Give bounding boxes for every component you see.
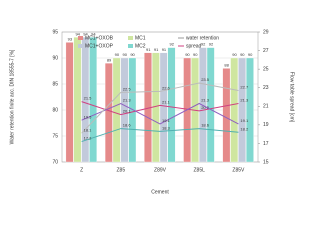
legend-label: MC2 <box>135 43 146 49</box>
bar-value-label: 90 <box>232 52 237 57</box>
legend-label: MC1+OXOP <box>85 43 114 49</box>
bar-value-label: 93 <box>68 36 73 41</box>
y-tick-label: 75 <box>52 133 58 139</box>
spread-label: 19.1 <box>240 118 249 123</box>
legend-label: MC1 <box>135 35 146 41</box>
legend-label: spread <box>186 43 202 49</box>
y-axis-label: Water retention finite acc. DIN 18555-7 … <box>9 49 15 144</box>
spread-label: 20.1 <box>123 109 132 114</box>
spread-line <box>81 128 239 143</box>
x-tick-label: Z85 <box>116 167 125 173</box>
y2-tick-label: 29 <box>263 29 269 35</box>
y-tick-label: 80 <box>52 107 58 113</box>
bar <box>73 37 82 163</box>
chart: Cement Water retention finite acc. DIN 1… <box>9 29 295 196</box>
spread-label: 21.1 <box>162 99 171 104</box>
y2-tick-label: 23 <box>263 85 269 91</box>
y2-tick-label: 15 <box>263 159 269 165</box>
y2-tick-label: 25 <box>263 66 269 72</box>
bar-value-label: 90 <box>193 52 198 57</box>
y-tick-label: 90 <box>52 55 58 61</box>
spread-label: 22.7 <box>240 85 249 90</box>
x-tick-label: Z89V <box>154 167 167 173</box>
spread-label: 18.2 <box>240 126 249 131</box>
bar <box>230 57 239 163</box>
bar <box>206 47 215 163</box>
bar <box>112 57 121 163</box>
y2-tick-label: 17 <box>263 141 269 147</box>
y2-tick-label: 19 <box>263 122 269 128</box>
bar-value-label: 90 <box>122 52 127 57</box>
bar-value-label: 90 <box>248 52 253 57</box>
bar <box>167 47 176 163</box>
spread-label: 21.3 <box>201 98 210 103</box>
legend-swatch <box>128 36 133 40</box>
bar-value-label: 92 <box>209 42 214 47</box>
bar-value-label: 94 <box>83 31 88 36</box>
bar <box>81 37 90 163</box>
spread-label: 21.3 <box>123 98 132 103</box>
spread-label: 21.3 <box>240 98 249 103</box>
bar-value-label: 91 <box>146 47 151 52</box>
bar <box>120 57 129 163</box>
bar-value-label: 91 <box>162 47 167 52</box>
bar-value-label: 89 <box>107 57 112 62</box>
spread-label: 20.5 <box>201 105 210 110</box>
legend-label: MC1+OXOB <box>85 35 114 41</box>
bar-value-label: 92 <box>201 42 206 47</box>
x-tick-label: Z85L <box>193 167 205 173</box>
bar-value-label: 90 <box>115 52 120 57</box>
bar <box>246 57 254 163</box>
spread-label: 22.6 <box>162 85 171 90</box>
spread-label: 18.6 <box>123 123 132 128</box>
y2-tick-label: 21 <box>263 104 269 110</box>
bar-value-label: 94 <box>91 31 96 36</box>
bar-value-label: 90 <box>185 52 190 57</box>
spread-label: 23.5 <box>201 77 210 82</box>
bar-value-label: 88 <box>224 62 229 67</box>
spread-label: 21.5 <box>84 96 93 101</box>
bar-value-label: 94 <box>75 31 80 36</box>
y-tick-label: 85 <box>52 81 58 87</box>
spread-label: 17.2 <box>84 136 93 141</box>
spread-line <box>81 82 239 134</box>
bar-value-label: 90 <box>130 52 135 57</box>
x-axis-label: Cement <box>151 189 169 195</box>
y2-tick-label: 27 <box>263 48 269 54</box>
bar-value-label: 91 <box>154 47 159 52</box>
bar <box>104 63 113 163</box>
bar <box>65 42 74 163</box>
legend-swatch <box>128 44 133 48</box>
spread-label: 18.3 <box>162 125 171 130</box>
legend-label: water retention <box>186 35 219 41</box>
bar <box>238 57 246 163</box>
bar <box>222 68 231 163</box>
spread-label: 18.6 <box>201 123 210 128</box>
spread-label: 22.5 <box>123 86 132 91</box>
spread-label: 19.5 <box>84 114 93 119</box>
bar-value-label: 90 <box>240 52 245 57</box>
legend-swatch <box>78 36 83 40</box>
legend-swatch <box>78 44 83 48</box>
spread-label: 19.1 <box>162 118 171 123</box>
bar <box>159 52 168 163</box>
x-tick-label: Z <box>80 167 83 173</box>
y-tick-label: 70 <box>52 159 58 165</box>
y2-axis-label: Flow table spread [cm] <box>289 72 295 123</box>
spread-line <box>81 102 239 125</box>
spread-label: 18.1 <box>84 127 93 132</box>
x-tick-label: Z85V <box>232 167 245 173</box>
spread-line <box>81 101 239 116</box>
bar <box>89 37 97 163</box>
bar-value-label: 92 <box>170 42 175 47</box>
bar <box>199 47 207 163</box>
y-tick-label: 95 <box>52 29 58 35</box>
